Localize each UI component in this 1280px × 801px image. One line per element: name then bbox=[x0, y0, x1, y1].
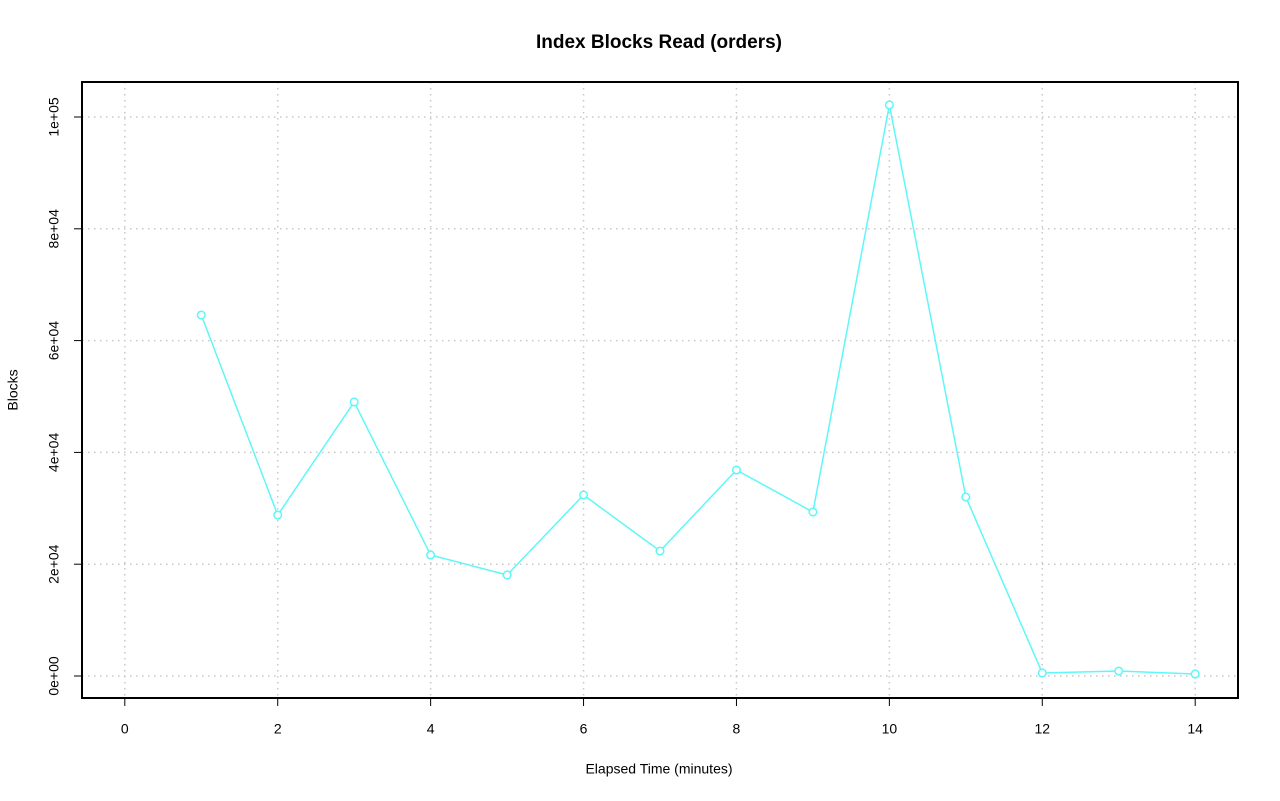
data-point bbox=[578, 490, 589, 500]
y-tick-label: 8e+04 bbox=[46, 209, 62, 249]
y-tick-label: 1e+05 bbox=[46, 97, 62, 137]
data-point bbox=[1190, 669, 1200, 679]
y-tick-label: 6e+04 bbox=[46, 321, 62, 361]
x-tick-label: 2 bbox=[274, 721, 282, 737]
x-tick-label: 8 bbox=[733, 721, 741, 737]
y-tick-label: 2e+04 bbox=[46, 544, 62, 584]
chart-title: Index Blocks Read (orders) bbox=[536, 32, 782, 53]
data-point bbox=[502, 570, 512, 580]
axes: 0 2 4 6 8 10 12 14 0e+00 2e+04 4e+04 6e+04 8e+04 1e+0… bbox=[46, 97, 1203, 737]
y-tick-label: 0e+00 bbox=[46, 656, 62, 696]
x-tick-label: 6 bbox=[580, 721, 588, 737]
data-point bbox=[426, 550, 436, 560]
data-point bbox=[349, 397, 359, 407]
plot-area bbox=[196, 100, 1200, 679]
x-tick-label: 12 bbox=[1034, 721, 1050, 737]
data-point bbox=[655, 546, 665, 556]
series-line bbox=[200, 104, 1196, 675]
data-point bbox=[961, 492, 971, 502]
x-axis-title: Elapsed Time (minutes) bbox=[585, 761, 732, 777]
grid bbox=[82, 82, 1238, 698]
plot-frame bbox=[81, 81, 1239, 699]
data-point bbox=[196, 310, 206, 320]
data-point bbox=[884, 100, 894, 110]
x-tick-label: 10 bbox=[882, 721, 898, 737]
data-point bbox=[731, 465, 742, 475]
y-axis-title: Blocks bbox=[5, 369, 21, 410]
data-point bbox=[808, 507, 818, 517]
x-tick-label: 0 bbox=[121, 721, 129, 737]
data-point bbox=[1037, 668, 1047, 678]
x-tick-label: 14 bbox=[1187, 721, 1203, 737]
y-tick-label: 4e+04 bbox=[46, 433, 62, 473]
x-tick-label: 4 bbox=[427, 721, 435, 737]
data-point bbox=[1114, 666, 1124, 676]
data-point bbox=[273, 510, 283, 520]
